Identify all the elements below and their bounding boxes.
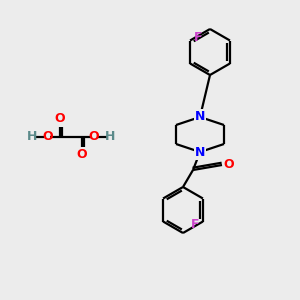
Text: N: N [195,146,205,158]
Text: O: O [43,130,53,143]
Text: N: N [195,110,205,124]
Text: F: F [194,31,202,44]
Text: H: H [105,130,115,143]
Text: O: O [77,148,87,161]
Text: H: H [27,130,37,143]
Text: O: O [55,112,65,125]
Text: O: O [224,158,234,172]
Text: O: O [89,130,99,143]
Text: F: F [191,218,199,231]
